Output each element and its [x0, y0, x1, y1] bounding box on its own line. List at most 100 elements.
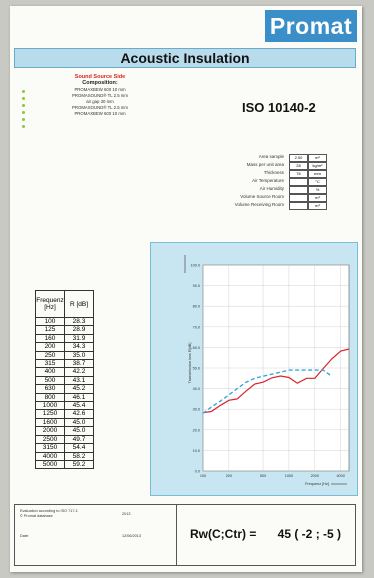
x-tick-label: 500	[260, 474, 266, 478]
property-label: Area sample	[258, 154, 284, 159]
r-value-cell: 42.2	[64, 367, 94, 377]
frequency-cell: 5000	[35, 459, 65, 470]
evaluation-note: Evaluation according to ISO 717-1	[20, 509, 78, 513]
r-value-cell: 59.2	[64, 459, 94, 470]
freq-column-header: Frequenz [Hz]	[35, 290, 65, 318]
frequency-cell: 800	[35, 392, 65, 403]
r-value-cell: 54.4	[64, 443, 94, 453]
bullet-dot	[22, 90, 25, 93]
x-tick-label: 4000	[336, 474, 344, 478]
property-label: Volume Source Room	[240, 194, 284, 199]
r-value-cell: 49.7	[64, 434, 94, 445]
property-value	[289, 178, 308, 186]
property-value: 76	[289, 170, 308, 178]
x-axis-label: Frequenz [Hz]	[305, 482, 329, 486]
property-unit: %	[308, 186, 327, 194]
composition-line: air gap 30 mm	[86, 99, 114, 104]
bullet-dot	[22, 118, 25, 121]
frequency-cell: 1000	[35, 401, 65, 411]
composition-line: PROMASOUND® TL 2.5 mm	[72, 93, 128, 98]
frequency-cell: 630	[35, 384, 65, 394]
y-tick-label: 20.0	[193, 428, 200, 432]
frequency-cell: 400	[35, 367, 65, 377]
datasheet-page: Promat Acoustic Insulation Sound Source …	[10, 6, 362, 572]
y-tick-label: 40.0	[193, 387, 200, 391]
frequency-cell: 100	[35, 316, 65, 327]
y-tick-label: 100.0	[190, 264, 200, 268]
table-row: 250 35.0	[35, 350, 94, 361]
footer-box	[14, 504, 356, 566]
r-value-cell: 28.3	[64, 316, 94, 327]
y-tick-label: 90.0	[193, 284, 200, 288]
property-label: Air Humidity	[259, 186, 284, 191]
y-tick-label: 60.0	[193, 346, 200, 350]
table-row: 2500 49.7	[35, 434, 94, 445]
r-value-cell: 58.2	[64, 451, 94, 461]
r-value-cell: 45.0	[64, 417, 94, 428]
x-tick-label: 2000	[311, 474, 319, 478]
evaluation-year: 2013	[122, 512, 131, 516]
table-row: 500 43.1	[35, 375, 94, 386]
bullet-dot	[22, 111, 25, 114]
property-label: Air Temperature	[252, 178, 284, 183]
date-label: Date:	[20, 534, 30, 538]
r-value-cell: 45.0	[64, 426, 94, 436]
rw-label: Rw(C;Ctr) =	[190, 527, 257, 541]
property-value	[289, 202, 308, 210]
sound-source-heading: Sound Source Side	[74, 74, 126, 80]
r-value-cell: 45.4	[64, 401, 94, 411]
rw-value: 45 ( -2 ; -5 )	[277, 527, 342, 541]
composition-heading: Composition:	[82, 80, 118, 86]
x-tick-label: 1000	[285, 474, 293, 478]
footer-divider	[176, 504, 177, 566]
chart-panel: 0.0 10.0 20.0 30.0 40.0 50.0 60.0 70.0 80.0 90.0 1…	[150, 242, 358, 496]
property-unit: °C	[308, 178, 327, 186]
frequency-cell: 200	[35, 342, 65, 352]
frequency-cell: 160	[35, 333, 65, 344]
standard-label: ISO 10140-2	[242, 100, 316, 115]
property-unit: m³	[308, 202, 327, 210]
r-value-cell: 38.7	[64, 359, 94, 369]
table-row: 5000 59.2	[35, 459, 94, 470]
table-row: 125 28.9	[35, 325, 94, 335]
r-value-cell: 34.3	[64, 342, 94, 352]
property-label: Volume Receiving Room	[234, 202, 284, 207]
table-row: 400 42.2	[35, 367, 94, 377]
database-note: © Promat database	[20, 514, 53, 518]
property-label: Thickness	[263, 170, 284, 175]
x-tick-label: 100	[200, 474, 206, 478]
rw-rating: Rw(C;Ctr) = 45 ( -2 ; -5 )	[190, 527, 341, 541]
r-value-cell: 42.6	[64, 409, 94, 419]
promat-logo: Promat	[265, 10, 357, 42]
property-value	[289, 186, 308, 194]
r-value-cell: 31.9	[64, 333, 94, 344]
composition-line: PROMAXBEW 600 10 mm	[74, 87, 126, 92]
table-row: 630 45.2	[35, 384, 94, 394]
bullet-dot	[22, 104, 25, 107]
bullet-dot	[22, 125, 25, 128]
frequency-cell: 315	[35, 359, 65, 369]
r-value-cell: 45.2	[64, 384, 94, 394]
y-tick-label: 10.0	[193, 449, 200, 453]
frequency-cell: 250	[35, 350, 65, 361]
property-unit: m²	[308, 154, 327, 162]
table-row: 3150 54.4	[35, 443, 94, 453]
table-row: 1250 42.6	[35, 409, 94, 419]
table-row: 160 31.9	[35, 333, 94, 344]
x-tick-label: 200	[226, 474, 232, 478]
y-tick-label: 80.0	[193, 305, 200, 309]
transmission-loss-chart: 0.0 10.0 20.0 30.0 40.0 50.0 60.0 70.0 80.0 90.0 1…	[184, 255, 350, 486]
date-value: 12/06/2013	[122, 534, 142, 538]
r-value-cell: 35.0	[64, 350, 94, 361]
y-tick-label: 50.0	[193, 367, 200, 371]
page-title: Acoustic Insulation	[14, 48, 356, 68]
property-unit: m³	[308, 194, 327, 202]
table-row: 100 28.3	[35, 316, 94, 327]
table-row: 4000 58.2	[35, 451, 94, 461]
frequency-cell: 4000	[35, 451, 65, 461]
r-value-cell: 43.1	[64, 375, 94, 386]
r-value-cell: 28.9	[64, 325, 94, 335]
property-unit: mm	[308, 170, 327, 178]
frequency-cell: 1600	[35, 417, 65, 428]
measured-series-line	[202, 348, 350, 414]
